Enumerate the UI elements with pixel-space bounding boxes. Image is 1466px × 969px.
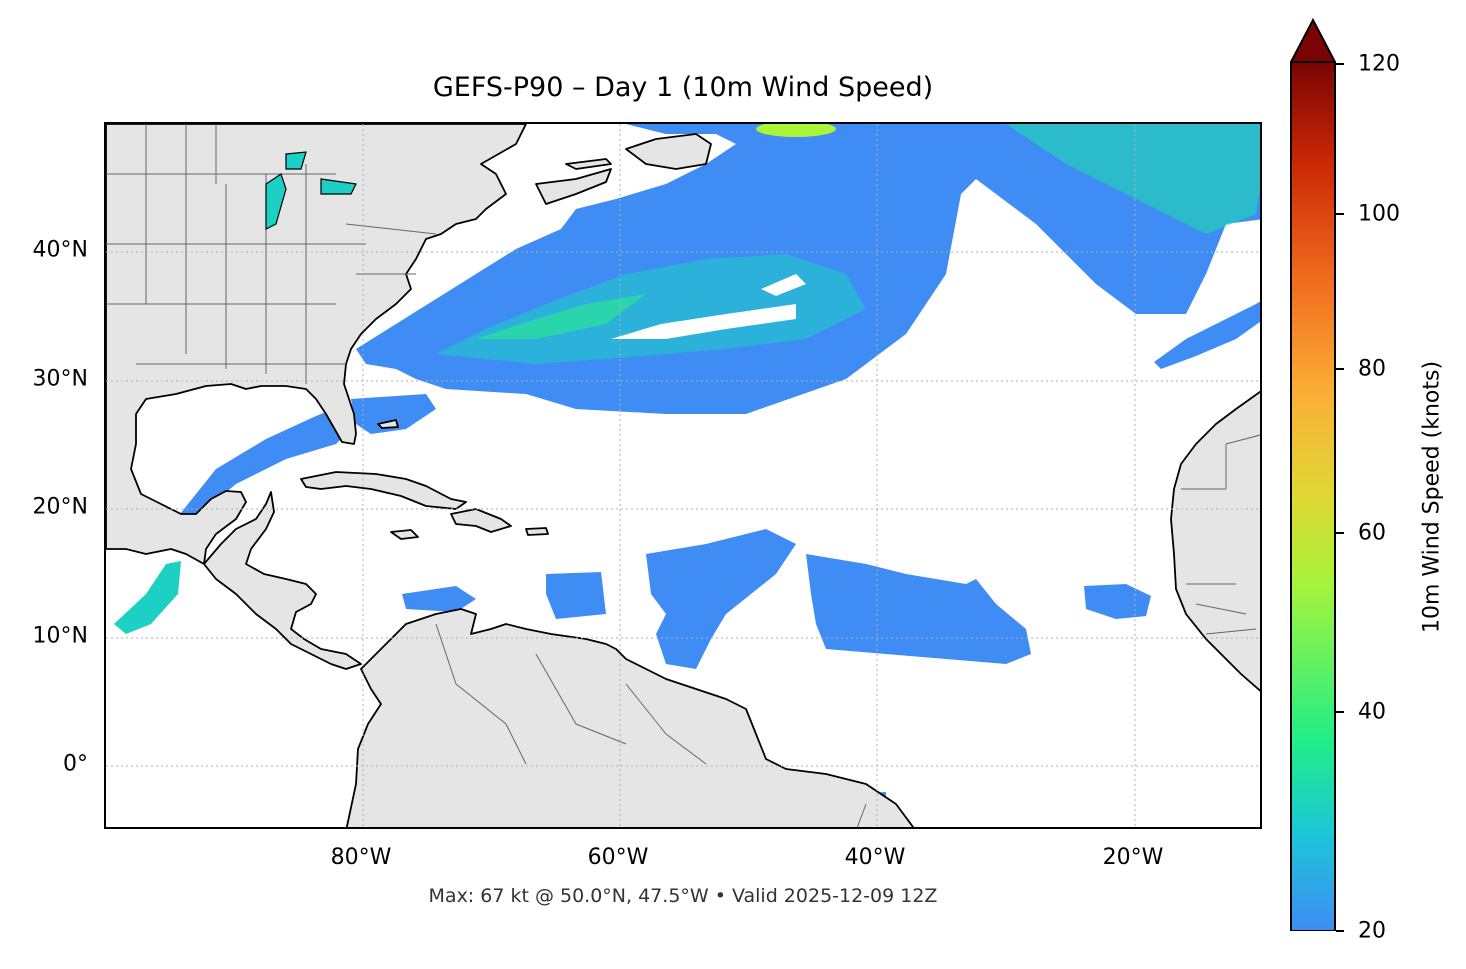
hispaniola: [450, 508, 512, 533]
puerto-rico: [525, 527, 549, 536]
lon-label-60w: 60°W: [587, 845, 649, 870]
africa: [1170, 390, 1260, 692]
colorbar-extend-arrow: [1290, 18, 1336, 63]
jamaica: [390, 529, 419, 540]
lon-label-40w: 40°W: [844, 845, 906, 870]
lat-label-20n: 20°N: [32, 494, 88, 520]
wind-hole-2: [611, 304, 796, 339]
cuba: [300, 471, 467, 510]
wind-region-north-atlantic-core: [646, 124, 1260, 234]
cb-tick-120: [1336, 63, 1344, 65]
colorbar: [1290, 62, 1336, 931]
central-america: [203, 491, 362, 670]
lat-label-40n: 40°N: [32, 237, 88, 263]
land: [106, 124, 1260, 827]
borders: [106, 124, 1260, 827]
pei: [565, 158, 612, 170]
map-title: GEFS-P90 – Day 1 (10m Wind Speed): [432, 72, 934, 103]
cb-tick-label-60: 60: [1358, 520, 1386, 546]
north-america: [106, 124, 527, 565]
colorbar-gradient: [1291, 62, 1335, 931]
map-footer: Max: 67 kt @ 50.0°N, 47.5°W • Valid 2025…: [428, 885, 938, 907]
cb-tick-60: [1336, 532, 1344, 534]
lat-label-30n: 30°N: [32, 366, 88, 392]
wind-region-florida-east: [351, 394, 436, 434]
wind-region-jet-core: [476, 294, 646, 339]
wind-region-gulf: [176, 404, 356, 529]
map-panel[interactable]: [104, 122, 1262, 829]
wind-hole: [761, 274, 806, 296]
wind-region-east: [1154, 301, 1260, 369]
great-lakes: [265, 151, 357, 230]
colorbar-label: 10m Wind Speed (knots): [1419, 360, 1445, 634]
lon-label-80w: 80°W: [330, 845, 392, 870]
cb-tick-100: [1336, 213, 1344, 215]
lat-label-0: 0°: [63, 751, 88, 777]
lon-label-20w: 20°W: [1102, 845, 1164, 870]
wind-region-tropical-5: [402, 586, 476, 612]
wind-region-pacific: [114, 561, 181, 634]
cb-tick-label-120: 120: [1358, 51, 1400, 77]
cb-tick-label-80: 80: [1358, 356, 1386, 382]
wind-region-tropical-2: [646, 529, 796, 669]
nova-scotia: [535, 168, 612, 205]
cb-tick-40: [1336, 711, 1344, 713]
south-america: [345, 608, 915, 827]
newfoundland: [625, 133, 712, 170]
wind-region-tropical-3: [806, 554, 1031, 664]
cb-tick-20: [1336, 930, 1344, 932]
cb-tick-label-40: 40: [1358, 699, 1386, 725]
wind-region-tropical-1: [546, 572, 606, 619]
cb-tick-label-20: 20: [1358, 918, 1386, 944]
cb-tick-label-100: 100: [1358, 201, 1400, 227]
wind-max-patch: [756, 124, 836, 137]
map-svg: [106, 124, 1260, 827]
bahamas: [377, 419, 399, 429]
gridlines: [106, 124, 1260, 827]
wind-region-tropical-4: [1084, 584, 1151, 619]
cb-tick-80: [1336, 368, 1344, 370]
lat-label-10n: 10°N: [32, 623, 88, 649]
wind-field: [114, 124, 1260, 804]
